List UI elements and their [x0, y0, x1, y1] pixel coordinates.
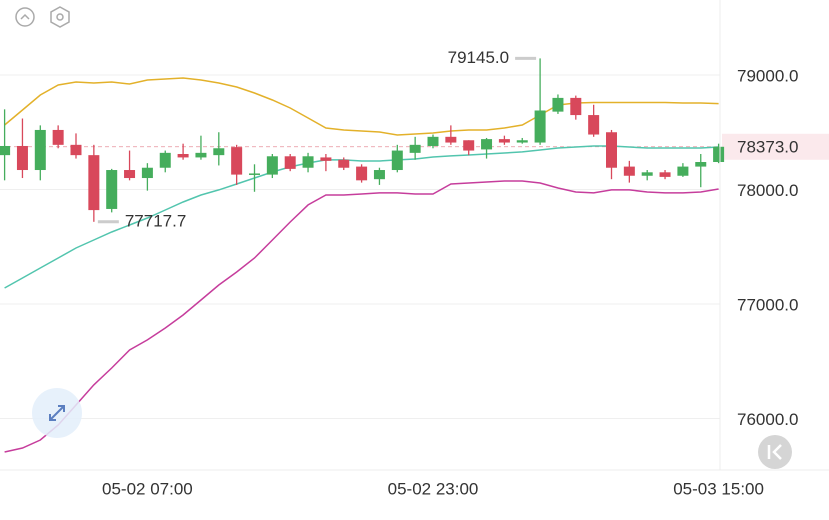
settings-icon[interactable]	[50, 6, 70, 28]
settings-dot	[56, 13, 64, 21]
candle-body	[284, 156, 296, 169]
candle-body	[70, 144, 82, 156]
candle-body	[34, 129, 46, 171]
candle-body	[0, 145, 11, 156]
min-label: 77717.7	[125, 211, 186, 230]
candle-body	[659, 172, 671, 177]
candle-body	[606, 132, 617, 168]
expand-icon	[49, 405, 65, 421]
candle-body	[249, 173, 260, 175]
candle-body	[588, 115, 600, 135]
candle-body	[213, 148, 225, 156]
band-line	[4, 77, 719, 136]
candle-body	[481, 139, 493, 150]
candle-body	[391, 150, 403, 171]
candle-body	[141, 167, 153, 179]
candle-body	[320, 157, 332, 161]
candle-body	[177, 153, 189, 158]
y-tick-label: 76000.0	[737, 410, 798, 429]
candle-body	[427, 136, 439, 146]
toolbar	[15, 6, 70, 28]
plot: 76000.0 77000.0 78000.0 79000.0 05-02 07:00 0…	[0, 48, 829, 498]
candle-body	[552, 97, 564, 112]
candle-body	[534, 110, 546, 143]
candle-body	[338, 159, 350, 168]
band-line	[4, 180, 719, 453]
candle-body	[516, 140, 528, 143]
candle-body	[641, 172, 653, 176]
candle-body	[713, 146, 725, 163]
y-tick-label: 79000.0	[737, 66, 798, 85]
candle-body	[677, 166, 689, 176]
collapse-icon[interactable]	[15, 7, 35, 27]
candle-body	[159, 152, 171, 168]
candle-body	[356, 166, 368, 181]
candle-body	[195, 152, 207, 158]
x-tick-label: 05-02 23:00	[388, 479, 479, 498]
candle-body	[623, 166, 635, 176]
candle-body	[124, 170, 136, 179]
candle-body	[88, 155, 100, 211]
expand-button[interactable]	[32, 388, 82, 438]
current-price-label: 78373.0	[737, 137, 798, 156]
candle-body	[231, 147, 243, 175]
candle-body	[409, 144, 421, 153]
current-price-bg	[722, 133, 829, 160]
candle-body	[463, 140, 475, 151]
y-tick-label: 78000.0	[737, 181, 798, 200]
candle-body	[302, 156, 314, 168]
candle-body	[106, 170, 118, 209]
candle-body	[445, 136, 457, 143]
collapse-arrow	[20, 13, 30, 20]
candle-body	[266, 156, 278, 175]
scroll-latest-icon	[767, 444, 782, 460]
scroll-latest-button[interactable]	[758, 435, 792, 469]
candle-body	[498, 139, 510, 143]
y-tick-label: 77000.0	[737, 295, 798, 314]
candle-body	[52, 129, 64, 145]
band-line	[4, 145, 719, 289]
candle-body	[373, 170, 385, 180]
x-tick-label: 05-02 07:00	[102, 479, 193, 498]
candle-body	[695, 162, 707, 167]
candle-body	[570, 97, 582, 116]
x-tick-label: 05-03 15:00	[673, 479, 764, 498]
candle-body	[16, 145, 28, 171]
max-label: 79145.0	[448, 48, 509, 67]
